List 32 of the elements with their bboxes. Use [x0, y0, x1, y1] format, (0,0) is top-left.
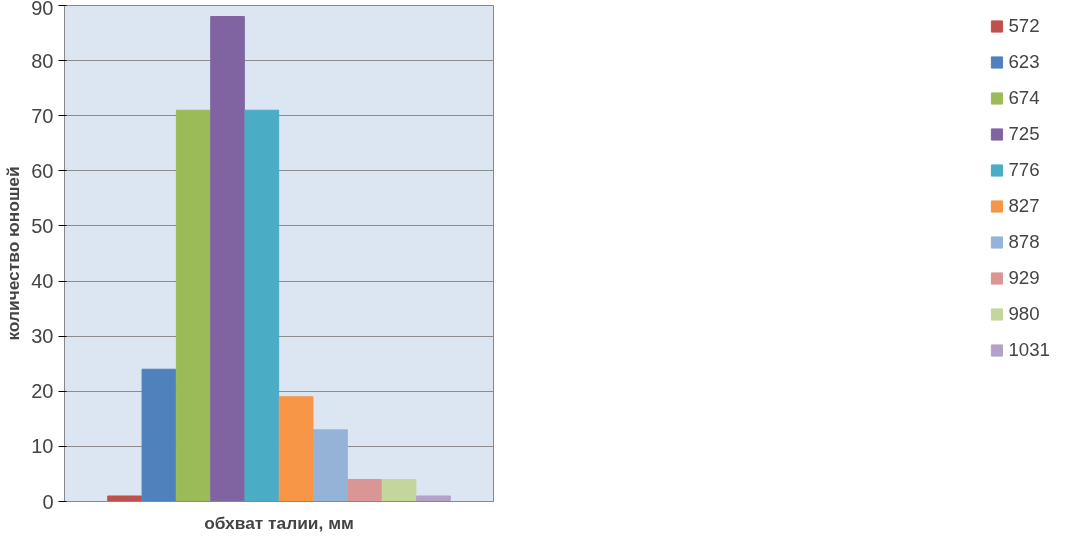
y-tick-label: 80	[31, 49, 54, 72]
bar	[278, 396, 314, 502]
bar	[347, 478, 383, 502]
bar	[381, 478, 417, 502]
legend-label: 725	[1008, 123, 1040, 145]
bar	[141, 368, 177, 502]
y-tick-label: 0	[42, 490, 54, 513]
bar	[313, 429, 348, 502]
y-tick-label: 70	[31, 104, 54, 127]
y-tick-label: 60	[31, 159, 54, 182]
legend-label: 623	[1008, 51, 1040, 73]
legend-label: 980	[1008, 303, 1040, 325]
bar	[416, 495, 451, 502]
y-axis-title: количество юношей	[3, 166, 24, 341]
y-tick-label: 50	[31, 214, 54, 237]
legend-label: 929	[1008, 267, 1040, 289]
y-tick-label: 30	[31, 325, 54, 348]
x-axis-title: обхват талии, мм	[204, 512, 354, 533]
bar	[244, 109, 280, 502]
y-tick-label: 90	[31, 0, 54, 19]
legend-label: 1031	[1008, 339, 1050, 361]
legend-label: 878	[1008, 231, 1040, 253]
bar	[107, 495, 142, 502]
bar	[175, 109, 211, 502]
legend-label: 674	[1008, 87, 1040, 109]
legend-label: 776	[1008, 159, 1040, 181]
y-tick-label: 10	[31, 435, 54, 458]
legend-label: 572	[1008, 15, 1040, 37]
bar	[210, 16, 245, 502]
y-tick-label: 20	[31, 380, 54, 403]
legend-label: 827	[1008, 195, 1040, 217]
y-tick-label: 40	[31, 270, 54, 293]
